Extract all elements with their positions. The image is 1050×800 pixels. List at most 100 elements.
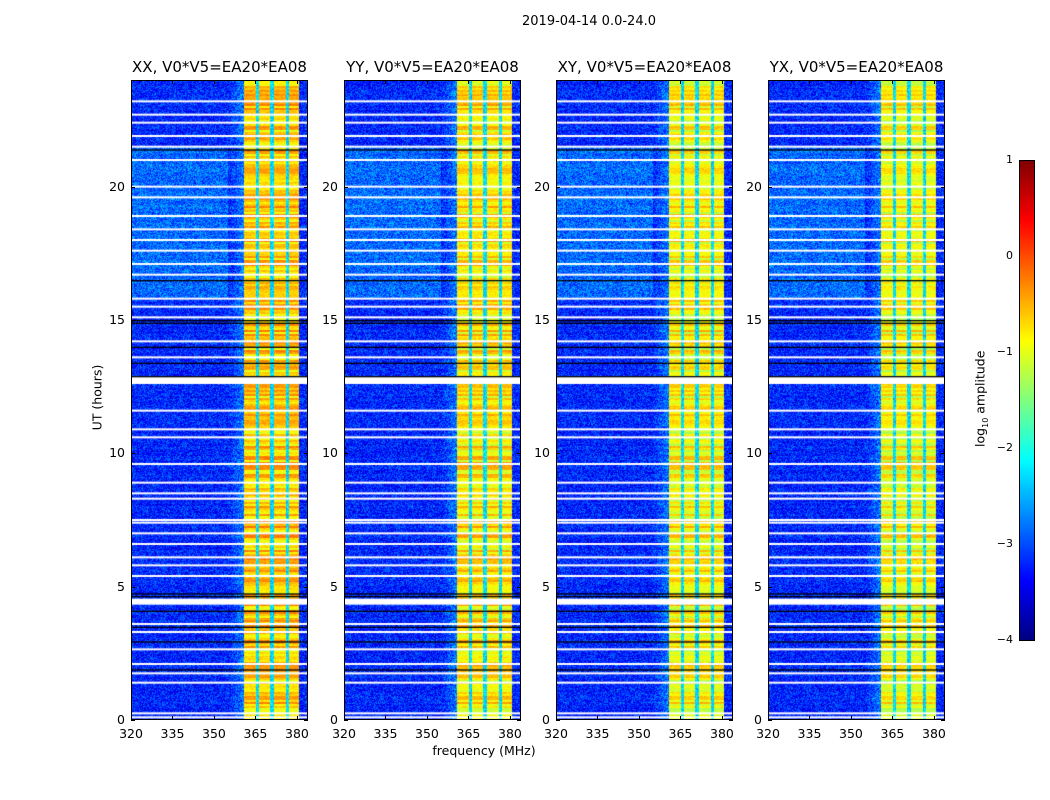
colorbar-tick-label: −2 (996, 441, 1013, 454)
x-tick-mark (680, 80, 682, 84)
axes-frame (131, 80, 308, 720)
x-tick-label: 335 (797, 726, 822, 741)
y-tick-mark (304, 186, 308, 188)
spectrogram-panel: XX, V0*V5=EA20*EA08 320 335 350 365 380 0 5 10 15… (109, 58, 309, 741)
heatmap-image (768, 80, 945, 720)
x-tick-label: 350 (202, 726, 226, 741)
x-tick-mark (850, 716, 852, 720)
y-tick-mark (344, 586, 348, 588)
y-tick-label: 10 (534, 445, 550, 461)
x-tick-label: 380 (285, 726, 309, 741)
x-tick-mark (213, 716, 215, 720)
x-tick-label: 320 (544, 726, 568, 741)
y-tick-mark (556, 453, 560, 455)
x-tick-label: 320 (332, 726, 356, 741)
y-tick-label: 20 (534, 178, 550, 194)
x-tick-label: 335 (160, 726, 185, 741)
x-tick-mark (172, 80, 174, 84)
spectrogram-panel: YX, V0*V5=EA20*EA08 320 335 350 365 380 0 5 10 15… (746, 58, 946, 741)
x-tick-mark (385, 716, 387, 720)
x-tick-mark (426, 80, 428, 84)
y-axis-label: UT (hours) (89, 364, 105, 431)
y-tick-mark (768, 186, 772, 188)
panel-title: XY, V0*V5=EA20*EA08 (557, 58, 732, 76)
y-tick-mark (729, 720, 733, 721)
spectrogram-panel: YY, V0*V5=EA20*EA08 320 335 350 365 380 0 5 10 15… (322, 58, 522, 741)
y-tick-label: 15 (746, 312, 762, 327)
y-tick-mark (768, 320, 772, 321)
y-tick-mark (517, 720, 521, 721)
x-tick-mark (892, 716, 894, 720)
heatmap-image (344, 80, 521, 720)
x-tick-mark (296, 716, 298, 720)
axes-frame (344, 80, 521, 720)
x-tick-mark (597, 716, 599, 720)
x-tick-label: 365 (880, 726, 905, 741)
y-tick-label: 15 (534, 312, 550, 327)
x-tick-mark (172, 716, 174, 720)
y-tick-mark (941, 320, 945, 321)
y-tick-mark (729, 586, 733, 588)
y-tick-mark (304, 586, 308, 588)
x-tick-mark (468, 716, 470, 720)
y-tick-mark (131, 186, 135, 188)
y-tick-mark (304, 720, 308, 721)
x-tick-label: 365 (456, 726, 481, 741)
y-tick-mark (517, 453, 521, 455)
y-tick-mark (768, 720, 772, 721)
y-tick-mark (768, 453, 772, 455)
x-tick-mark (131, 716, 132, 720)
y-tick-mark (344, 186, 348, 188)
x-tick-mark (721, 716, 723, 720)
x-tick-label: 335 (373, 726, 398, 741)
x-tick-mark (344, 80, 345, 84)
x-tick-mark (468, 80, 470, 84)
colorbar-label: log10 amplitude (972, 350, 990, 447)
x-tick-mark (850, 80, 852, 84)
y-tick-label: 0 (542, 712, 550, 727)
x-tick-mark (509, 716, 511, 720)
colorbar-tick-label: −3 (996, 537, 1013, 550)
heatmap-image (131, 80, 308, 720)
y-tick-label: 5 (542, 578, 550, 594)
x-tick-mark (638, 80, 640, 84)
y-tick-mark (556, 720, 560, 721)
panel-title: YY, V0*V5=EA20*EA08 (346, 58, 519, 76)
y-tick-mark (729, 186, 733, 188)
panel-title: XX, V0*V5=EA20*EA08 (132, 58, 307, 76)
y-tick-label: 5 (330, 578, 338, 594)
x-tick-label: 380 (710, 726, 734, 741)
axes-frame (768, 80, 945, 720)
y-tick-label: 10 (322, 445, 338, 461)
y-tick-mark (556, 186, 560, 188)
x-tick-mark (597, 80, 599, 84)
spectrogram-panel: XY, V0*V5=EA20*EA08 320 335 350 365 380 0 5 10 15… (534, 58, 734, 741)
x-tick-mark (768, 716, 769, 720)
x-tick-mark (680, 716, 682, 720)
colorbar-gradient (1019, 160, 1034, 640)
y-tick-mark (344, 453, 348, 455)
x-tick-mark (721, 80, 723, 84)
y-tick-mark (344, 720, 348, 721)
x-tick-mark (131, 80, 132, 84)
colorbar-tick-label: −4 (996, 633, 1013, 646)
y-tick-mark (517, 320, 521, 321)
x-tick-mark (426, 716, 428, 720)
y-tick-label: 10 (109, 445, 125, 461)
y-tick-label: 10 (746, 445, 762, 461)
heatmap-image (556, 80, 733, 720)
x-tick-label: 350 (627, 726, 651, 741)
x-tick-mark (809, 716, 811, 720)
x-tick-mark (255, 716, 257, 720)
y-tick-mark (768, 586, 772, 588)
colorbar-tick-label: −1 (996, 345, 1013, 358)
y-tick-label: 5 (754, 578, 762, 594)
y-tick-mark (131, 586, 135, 588)
y-tick-mark (941, 586, 945, 588)
colorbar: 1 0 −1 −2 −3 −4 (997, 153, 1035, 646)
y-tick-mark (556, 320, 560, 321)
colorbar-tick-label: 1 (1006, 153, 1013, 166)
x-tick-label: 380 (498, 726, 522, 741)
x-tick-mark (892, 80, 894, 84)
